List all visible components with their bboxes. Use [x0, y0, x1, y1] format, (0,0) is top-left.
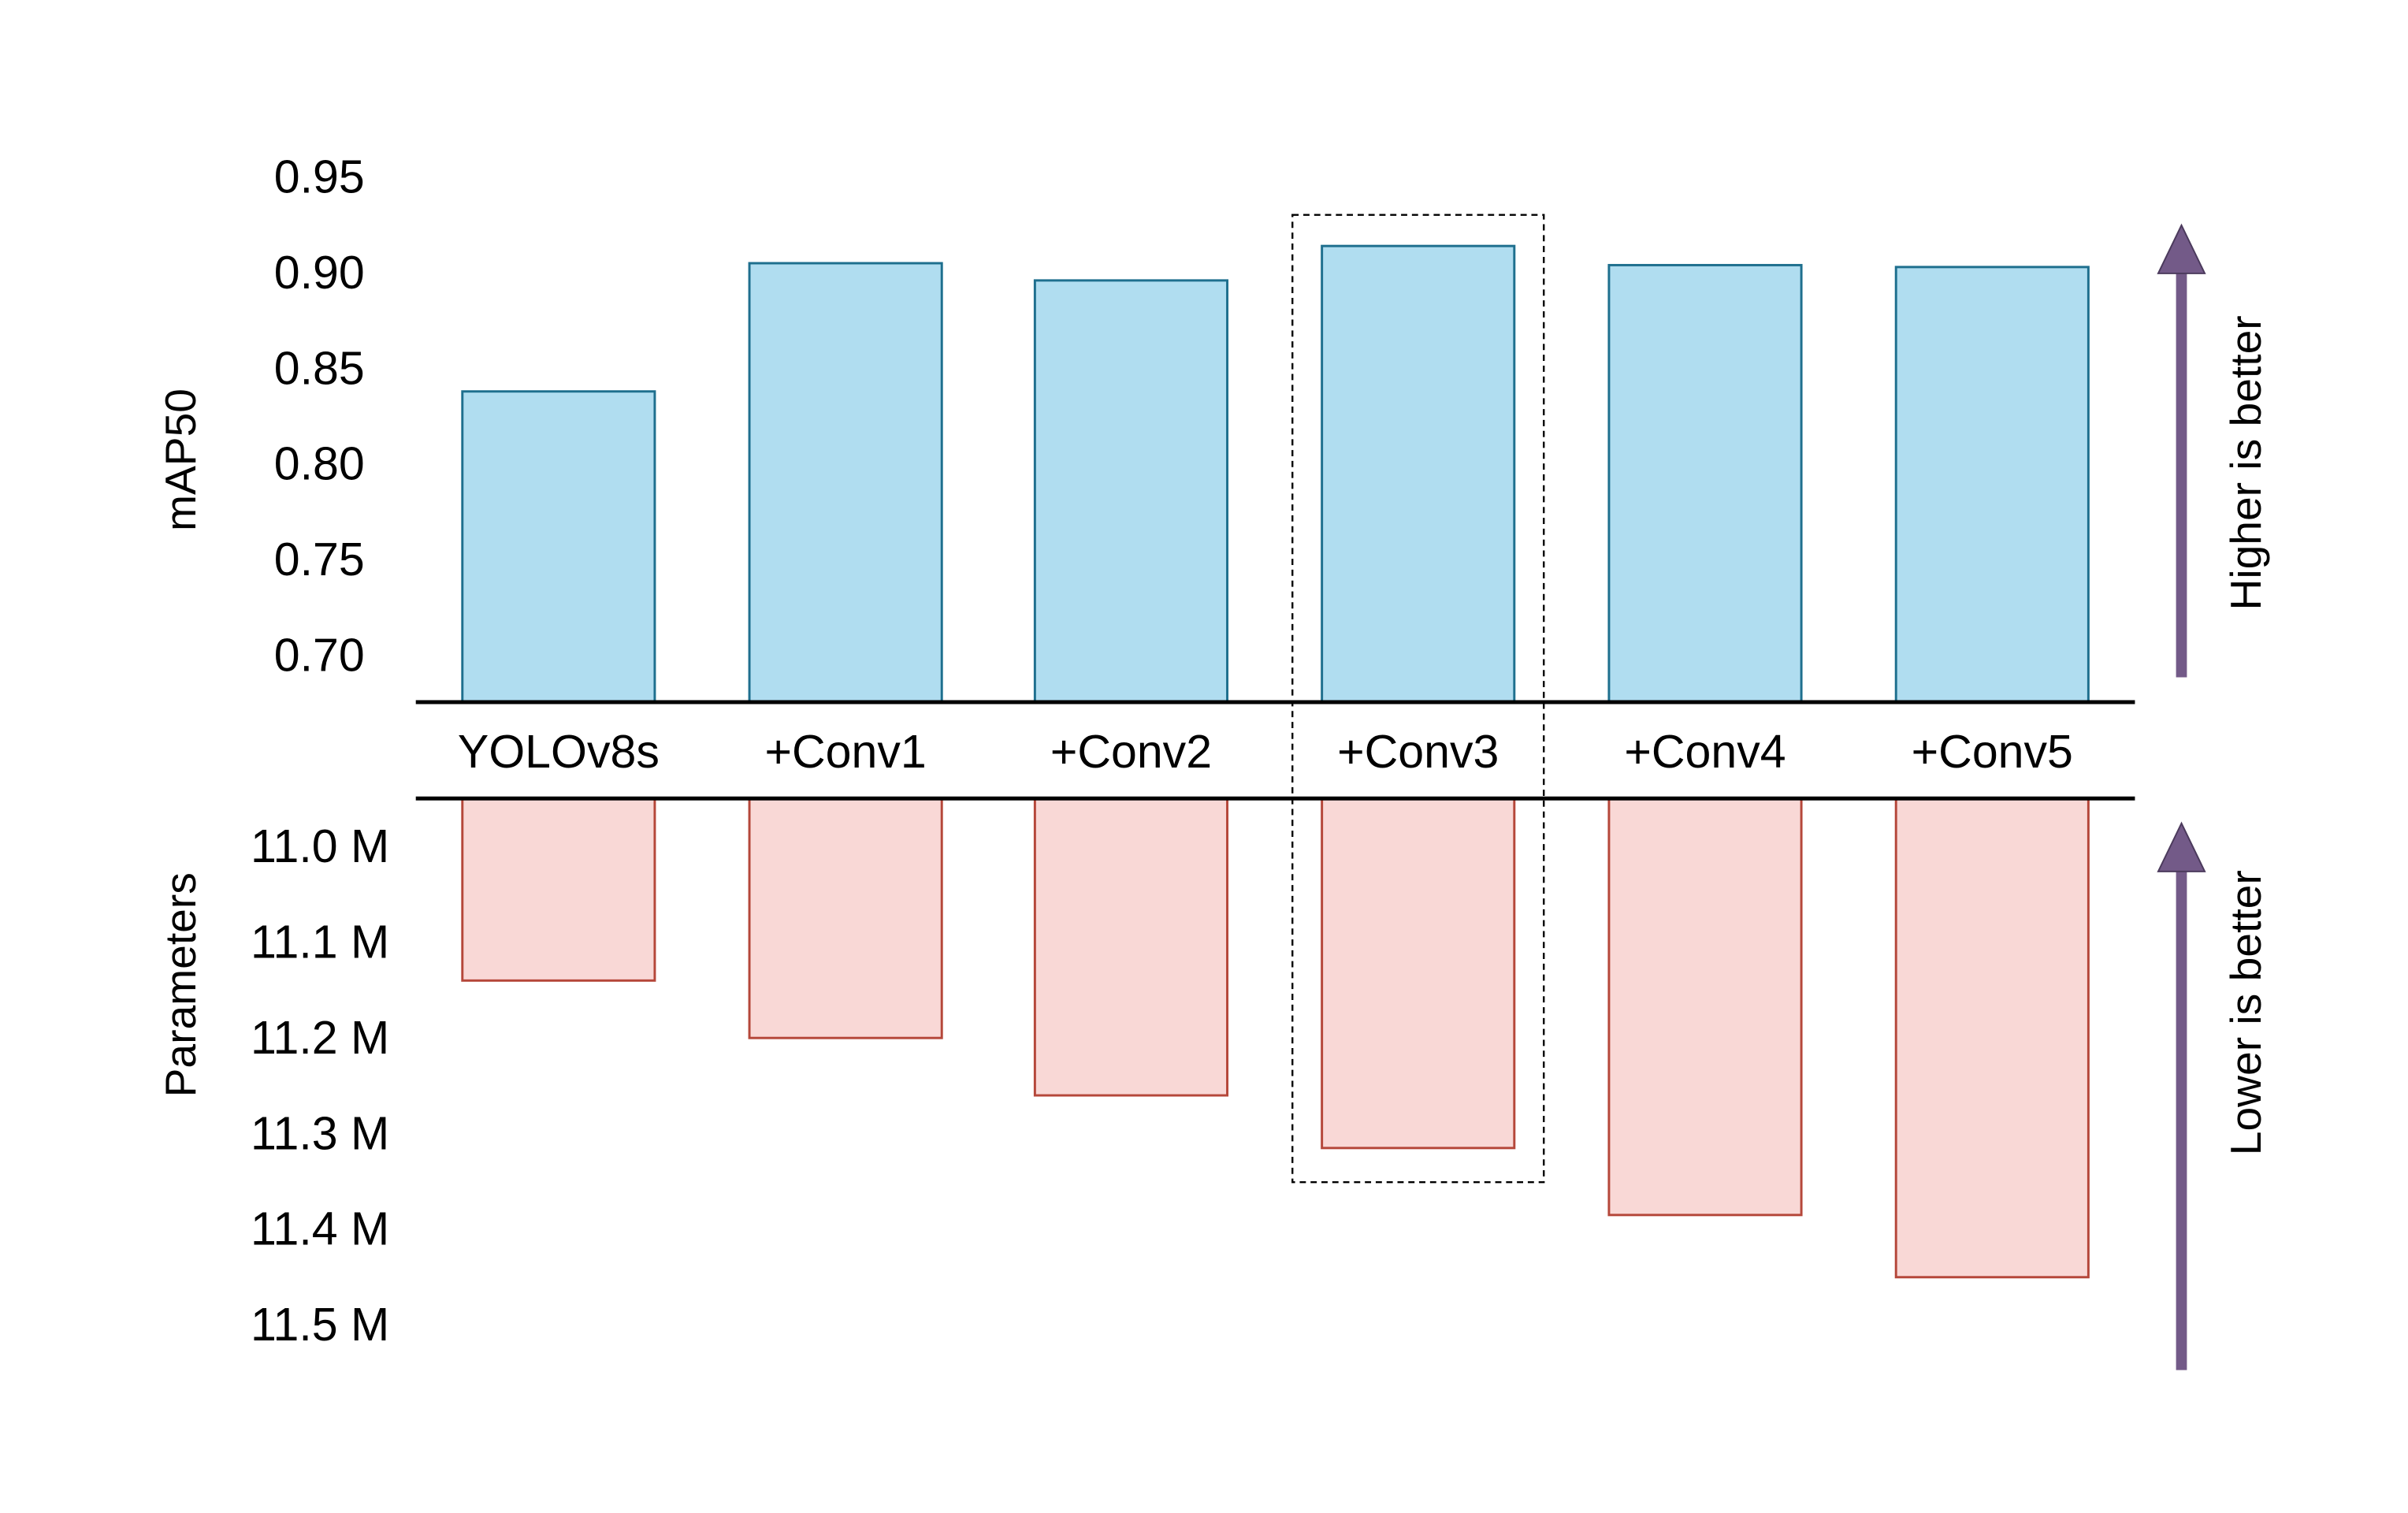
parameters-tick-labels: 11.0 M 11.1 M 11.2 M 11.3 M 11.4 M 11.5 M [251, 820, 389, 1351]
higher-is-better-label: Higher is better [2221, 315, 2270, 610]
map50-tick-label: 0.95 [274, 150, 365, 203]
parameters-axis-label: Parameters [156, 872, 205, 1097]
map50-bar-conv3 [1321, 244, 1516, 704]
map50-tick-labels: 0.95 0.90 0.85 0.80 0.75 0.70 [274, 150, 365, 681]
lower-is-better-label: Lower is better [2221, 870, 2270, 1155]
lower-arrow-head [2157, 821, 2206, 872]
parameters-tick-label: 11.4 M [251, 1203, 389, 1255]
parameters-bar-conv5 [1894, 797, 2090, 1279]
map50-bar-yolov8s [461, 390, 656, 704]
parameters-bar-conv2 [1033, 797, 1229, 1097]
map50-tick-label: 0.85 [274, 341, 365, 394]
category-label: +Conv5 [1912, 725, 2073, 778]
map50-bar-conv4 [1607, 263, 1803, 704]
category-label: +Conv3 [1337, 725, 1499, 778]
category-label: +Conv4 [1624, 725, 1786, 778]
category-labels: YOLOv8s +Conv1 +Conv2 +Conv3 +Conv4 +Conv5 [458, 725, 2073, 778]
higher-is-better-arrow [2157, 223, 2206, 678]
parameters-tick-label: 11.5 M [251, 1298, 389, 1351]
parameters-tick-label: 11.1 M [251, 915, 389, 968]
parameters-bar-group [461, 797, 2090, 1279]
lower-is-better-arrow [2157, 821, 2206, 1370]
map50-bar-conv1 [748, 262, 943, 704]
parameters-tick-label: 11.0 M [251, 820, 389, 872]
map50-tick-label: 0.70 [274, 629, 365, 682]
map50-tick-label: 0.90 [274, 246, 365, 299]
higher-arrow-head [2157, 223, 2206, 274]
category-label: +Conv1 [765, 725, 927, 778]
parameters-bar-conv4 [1607, 797, 1803, 1217]
map50-tick-label: 0.75 [274, 533, 365, 585]
parameters-bar-yolov8s [461, 797, 656, 982]
map50-bar-conv2 [1033, 279, 1229, 704]
parameters-bar-conv1 [748, 797, 943, 1039]
parameters-tick-label: 11.2 M [251, 1011, 389, 1064]
map50-bar-group [461, 244, 2090, 704]
highlight-box [1291, 214, 1545, 1184]
parameters-bar-conv3 [1321, 797, 1516, 1150]
map50-axis-label: mAP50 [156, 388, 205, 531]
map50-tick-label: 0.80 [274, 437, 365, 490]
map50-bar-conv5 [1894, 266, 2090, 704]
category-label: YOLOv8s [458, 725, 660, 778]
parameters-tick-label: 11.3 M [251, 1106, 389, 1159]
category-label: +Conv2 [1050, 725, 1212, 778]
